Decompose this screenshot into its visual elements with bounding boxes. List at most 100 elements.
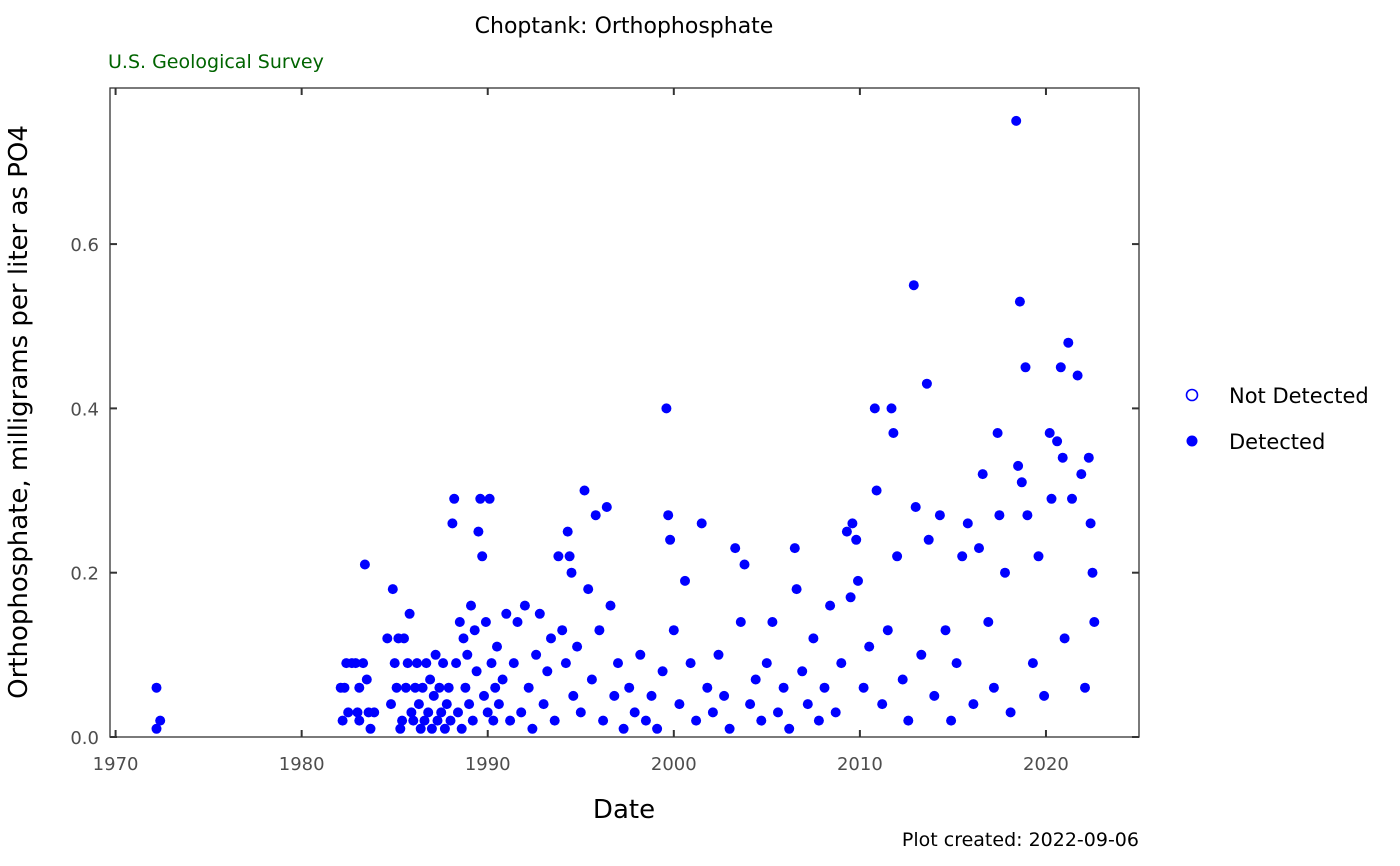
detected-point-113 <box>618 723 629 734</box>
detected-point-26 <box>397 715 408 726</box>
detected-point-70 <box>479 690 489 701</box>
x-tick-label-1980: 1980 <box>279 754 325 775</box>
detected-point-34 <box>412 658 422 669</box>
detected-point-90 <box>538 699 549 710</box>
detected-point-198 <box>1022 510 1033 521</box>
detected-point-97 <box>562 526 573 537</box>
detected-point-91 <box>542 666 553 677</box>
detected-point-204 <box>1052 436 1063 447</box>
detected-point-216 <box>1089 617 1100 627</box>
detected-point-156 <box>841 526 852 537</box>
detected-point-27 <box>399 633 409 644</box>
detected-point-93 <box>549 715 560 726</box>
detected-point-170 <box>897 674 908 685</box>
x-axis-title: Date <box>593 795 655 825</box>
detected-point-54 <box>449 493 460 504</box>
detected-point-211 <box>1076 469 1087 480</box>
detected-point-105 <box>586 674 597 685</box>
detected-point-195 <box>1014 296 1025 307</box>
detected-point-153 <box>825 600 836 611</box>
y-axis-title: Orthophosphate, milligrams per liter as … <box>4 125 34 699</box>
detected-point-96 <box>560 658 571 669</box>
detected-point-157 <box>845 592 856 603</box>
detected-point-180 <box>946 715 957 726</box>
detected-point-28 <box>400 682 411 693</box>
chart-title: Choptank: Orthophosphate <box>475 14 774 39</box>
detected-point-69 <box>477 551 488 562</box>
detected-point-51 <box>443 682 454 693</box>
detected-point-178 <box>934 510 945 521</box>
axis-ticks: 1970 1980 1990 2000 2010 2020 0.0 0.2 0.4 0.6 <box>70 88 1139 775</box>
detected-point-92 <box>546 633 556 644</box>
plot-created-caption: Plot created: 2022-09-06 <box>902 829 1139 851</box>
detected-point-67 <box>473 526 484 537</box>
detected-point-179 <box>940 625 951 636</box>
detected-point-148 <box>797 666 808 677</box>
detected-point-2 <box>155 715 166 726</box>
detected-point-191 <box>1000 567 1010 578</box>
detected-point-61 <box>462 649 473 660</box>
detected-point-139 <box>750 674 761 685</box>
detected-point-30 <box>404 608 415 619</box>
detected-point-202 <box>1044 428 1055 438</box>
detected-point-57 <box>454 617 465 627</box>
detected-point-135 <box>730 543 741 554</box>
x-tick-label-2020: 2020 <box>1023 754 1069 775</box>
detected-point-145 <box>784 723 795 734</box>
detected-point-101 <box>572 641 583 652</box>
detected-point-17 <box>365 723 376 734</box>
detected-point-200 <box>1033 551 1044 562</box>
detected-point-58 <box>456 723 467 734</box>
detected-point-1 <box>151 723 162 734</box>
detected-point-138 <box>745 699 756 710</box>
detected-point-154 <box>830 707 841 718</box>
detected-point-106 <box>590 510 601 521</box>
detected-point-102 <box>575 707 586 718</box>
detected-point-136 <box>735 617 746 627</box>
legend: Not Detected Detected <box>1185 384 1369 454</box>
y-tick-label-3: 0.6 <box>70 235 99 256</box>
detected-point-81 <box>505 715 516 726</box>
detected-point-124 <box>668 625 679 636</box>
detected-point-176 <box>923 534 934 545</box>
detected-point-160 <box>853 575 863 586</box>
detected-point-98 <box>564 551 575 562</box>
detected-point-150 <box>808 633 819 644</box>
detected-point-95 <box>557 625 568 636</box>
detected-point-7 <box>343 707 354 718</box>
detected-point-108 <box>598 715 609 726</box>
detected-point-147 <box>791 584 802 595</box>
detected-point-182 <box>957 551 968 562</box>
detected-point-196 <box>1016 477 1027 488</box>
detected-point-53 <box>447 518 458 529</box>
y-tick-label-2: 0.4 <box>70 399 99 420</box>
detected-point-60 <box>460 682 471 693</box>
detected-point-174 <box>916 649 927 660</box>
detected-point-49 <box>439 723 450 734</box>
detected-point-43 <box>428 690 439 701</box>
detected-point-39 <box>421 658 432 669</box>
detected-point-161 <box>858 682 869 693</box>
detected-point-19 <box>382 633 393 644</box>
detected-point-56 <box>453 707 463 718</box>
detected-point-132 <box>713 649 724 660</box>
detected-point-20 <box>386 699 396 710</box>
detected-point-192 <box>1005 707 1016 718</box>
detected-point-140 <box>756 715 767 726</box>
detected-point-99 <box>566 567 577 578</box>
detected-point-143 <box>773 707 783 718</box>
detected-point-75 <box>488 715 499 726</box>
detected-point-72 <box>482 707 493 718</box>
data-points <box>151 115 1100 734</box>
detected-point-144 <box>778 682 789 693</box>
detected-point-85 <box>519 600 530 611</box>
detected-point-129 <box>696 518 707 529</box>
detected-point-14 <box>359 559 370 570</box>
detected-point-109 <box>601 502 612 512</box>
detected-point-83 <box>512 617 523 627</box>
detected-point-42 <box>426 723 437 734</box>
detected-point-159 <box>851 534 862 545</box>
detected-point-203 <box>1046 493 1057 504</box>
detected-point-112 <box>613 658 623 669</box>
detected-point-188 <box>988 682 999 693</box>
